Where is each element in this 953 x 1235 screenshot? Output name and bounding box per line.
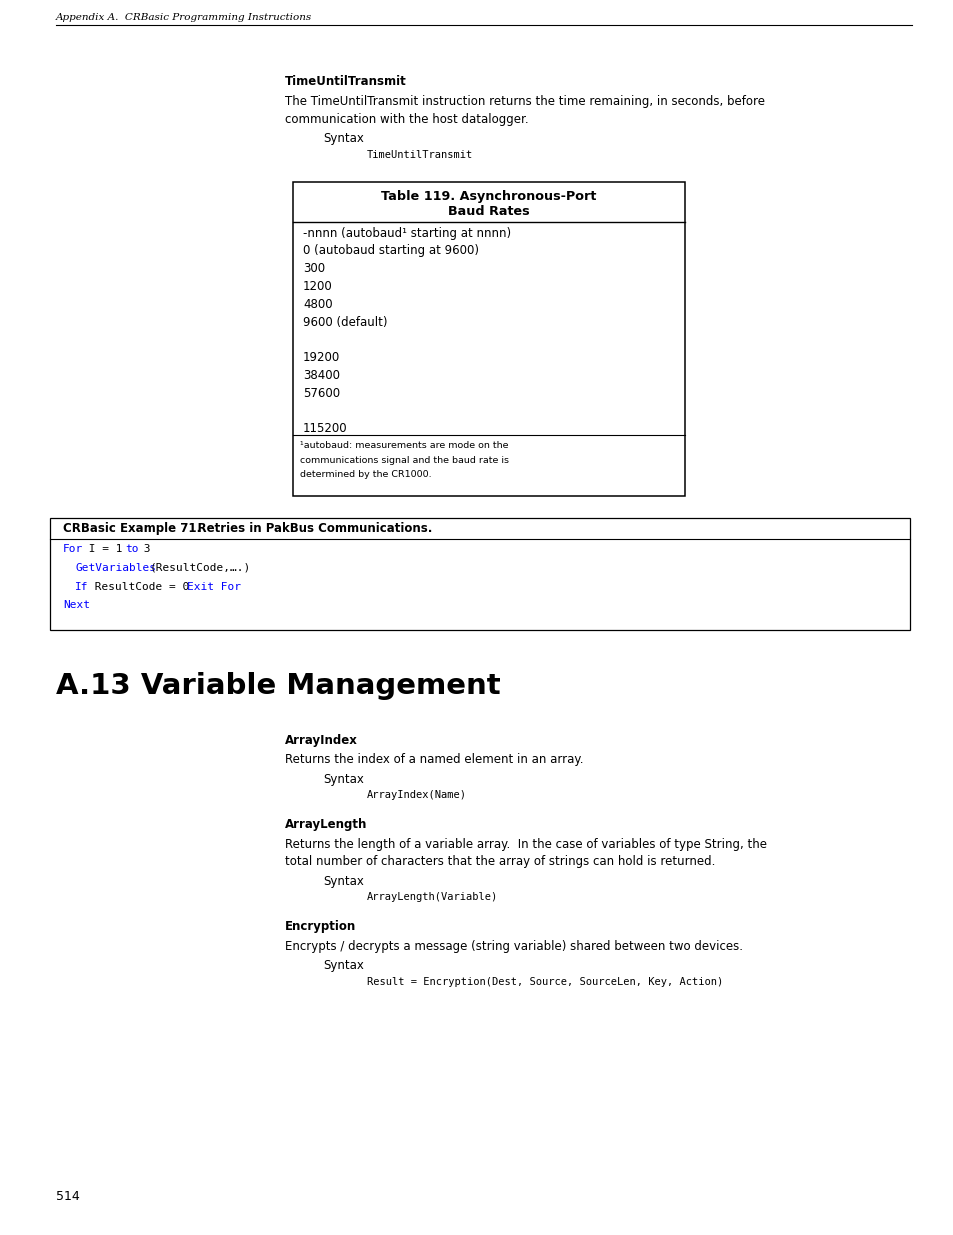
Text: Syntax: Syntax xyxy=(323,773,363,785)
Text: 4800: 4800 xyxy=(303,298,333,311)
Text: Returns the length of a variable array.  In the case of variables of type String: Returns the length of a variable array. … xyxy=(285,837,766,851)
Text: communications signal and the baud rate is: communications signal and the baud rate … xyxy=(299,456,509,464)
Text: TimeUntilTransmit: TimeUntilTransmit xyxy=(285,75,406,88)
Text: 115200: 115200 xyxy=(303,422,347,435)
Text: Next: Next xyxy=(63,600,90,610)
Text: ArrayLength(Variable): ArrayLength(Variable) xyxy=(367,892,497,902)
Text: ArrayIndex(Name): ArrayIndex(Name) xyxy=(367,790,467,800)
Text: A.13 Variable Management: A.13 Variable Management xyxy=(56,672,500,699)
Bar xyxy=(293,182,684,495)
Text: 300: 300 xyxy=(303,262,325,275)
Text: GetVariables: GetVariables xyxy=(75,563,156,573)
Text: I = 1: I = 1 xyxy=(82,543,129,555)
Text: (ResultCode,….): (ResultCode,….) xyxy=(150,563,251,573)
Text: ResultCode = 0: ResultCode = 0 xyxy=(88,582,195,592)
Text: 514: 514 xyxy=(56,1191,80,1203)
Text: Returns the index of a named element in an array.: Returns the index of a named element in … xyxy=(285,753,583,766)
Text: 1200: 1200 xyxy=(303,280,333,293)
Text: ArrayIndex: ArrayIndex xyxy=(285,734,357,746)
Text: TimeUntilTransmit: TimeUntilTransmit xyxy=(367,149,473,159)
Text: CRBasic Example 71.: CRBasic Example 71. xyxy=(63,521,201,535)
Text: Syntax: Syntax xyxy=(323,960,363,972)
Text: 0 (autobaud starting at 9600): 0 (autobaud starting at 9600) xyxy=(303,245,478,257)
Text: 3: 3 xyxy=(137,543,151,555)
Text: Exit For: Exit For xyxy=(187,582,241,592)
Text: For: For xyxy=(63,543,83,555)
Text: ¹autobaud: measurements are mode on the: ¹autobaud: measurements are mode on the xyxy=(299,441,508,450)
Text: Syntax: Syntax xyxy=(323,874,363,888)
Text: The TimeUntilTransmit instruction returns the time remaining, in seconds, before: The TimeUntilTransmit instruction return… xyxy=(285,95,764,107)
Text: to: to xyxy=(125,543,138,555)
Text: 19200: 19200 xyxy=(303,351,340,364)
Text: 57600: 57600 xyxy=(303,387,340,400)
Text: communication with the host datalogger.: communication with the host datalogger. xyxy=(285,112,528,126)
Text: Encryption: Encryption xyxy=(285,920,355,932)
Text: Encrypts / decrypts a message (string variable) shared between two devices.: Encrypts / decrypts a message (string va… xyxy=(285,940,742,952)
Text: Baud Rates: Baud Rates xyxy=(448,205,529,217)
Text: determined by the CR1000.: determined by the CR1000. xyxy=(299,471,431,479)
Text: -nnnn (autobaud¹ starting at nnnn): -nnnn (autobaud¹ starting at nnnn) xyxy=(303,226,511,240)
Text: 9600 (default): 9600 (default) xyxy=(303,315,387,329)
Text: ArrayLength: ArrayLength xyxy=(285,818,367,831)
Bar xyxy=(50,517,909,630)
Text: If: If xyxy=(75,582,89,592)
Text: Retries in PakBus Communications.: Retries in PakBus Communications. xyxy=(181,521,432,535)
Text: 38400: 38400 xyxy=(303,369,339,382)
Text: Table 119. Asynchronous-Port: Table 119. Asynchronous-Port xyxy=(381,189,596,203)
Text: Appendix A.  CRBasic Programming Instructions: Appendix A. CRBasic Programming Instruct… xyxy=(56,14,312,22)
Text: Syntax: Syntax xyxy=(323,132,363,144)
Text: Result = Encryption(Dest, Source, SourceLen, Key, Action): Result = Encryption(Dest, Source, Source… xyxy=(367,977,722,987)
Text: total number of characters that the array of strings can hold is returned.: total number of characters that the arra… xyxy=(285,855,715,868)
